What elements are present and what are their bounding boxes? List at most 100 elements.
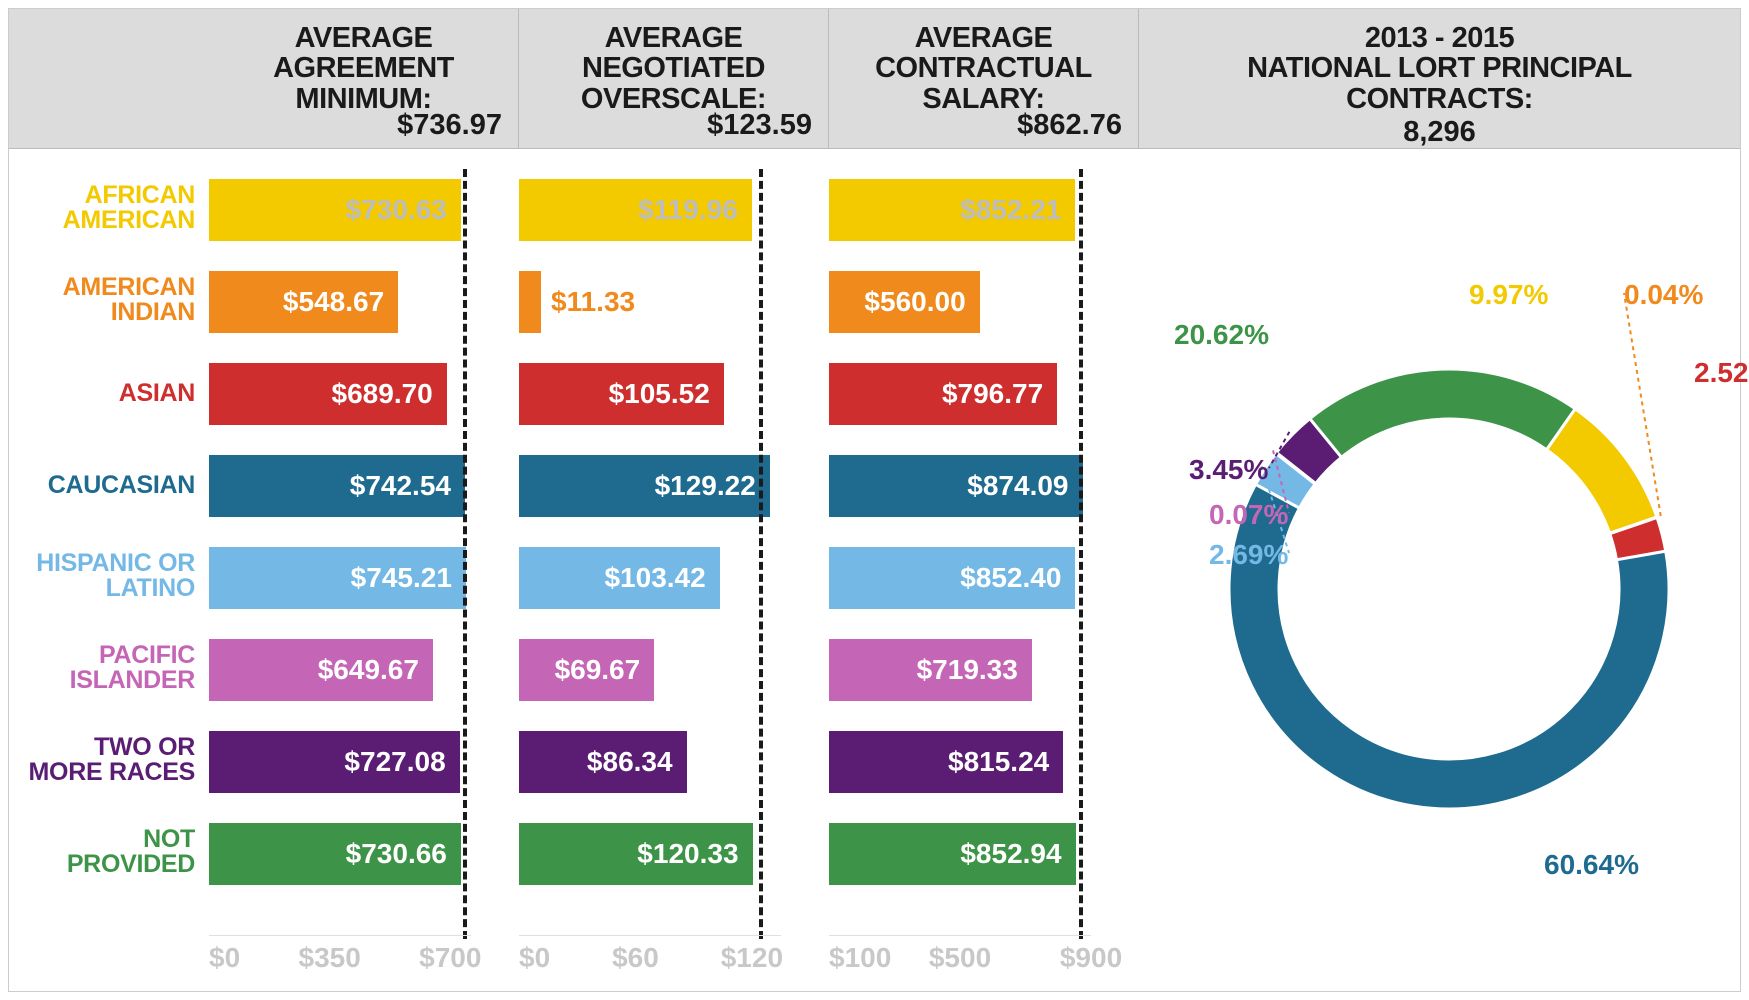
category-label-african_american: AFRICANAMERICAN [15,183,195,233]
bar-contractual_salary-two_or_more: $815.24 [829,731,1063,793]
bar-value-label: $852.40 [960,562,1061,594]
donut-label-asian: 2.52% [1694,357,1749,389]
bar-neg_overscale-caucasian: $129.22 [519,455,770,517]
bar-agreement_min-american_indian: $548.67 [209,271,398,333]
bar-value-label: $874.09 [967,470,1068,502]
bar-contractual_salary-pacific_islander: $719.33 [829,639,1032,701]
bar-value-label: $649.67 [318,654,419,686]
donut-label-pacific_islander: 0.07% [1209,499,1288,531]
header-average-value: $736.97 [397,109,502,142]
bar-value-label: $548.67 [283,286,384,318]
category-label-pacific_islander: PACIFICISLANDER [15,643,195,693]
bar-value-label: $119.96 [638,194,738,226]
axis-neg_overscale: $0 $60 $120 [519,935,781,975]
bar-value-label: $689.70 [332,378,433,410]
bar-value-label: $129.22 [655,470,756,502]
donut-subtitle: 8,296 [1139,116,1740,149]
axis-tick: $350 [299,942,361,974]
axis-tick: $100 [829,942,891,974]
bar-value-label: $69.67 [555,654,641,686]
bar-contractual_salary-african_american: $852.21 [829,179,1075,241]
bar-value-label: $86.34 [587,746,673,778]
donut-label-african_american: 9.97% [1469,279,1548,311]
axis-tick: $900 [1060,942,1122,974]
bar-contractual_salary-hispanic: $852.40 [829,547,1075,609]
donut-title: 2013 - 2015NATIONAL LORT PRINCIPALCONTRA… [1139,23,1740,114]
bar-contractual_salary-caucasian: $874.09 [829,455,1083,517]
donut-slice-not_provided [1310,369,1575,457]
axis-tick: $700 [419,942,481,974]
donut-slice-caucasian [1229,484,1669,809]
bar-neg_overscale-not_provided: $120.33 [519,823,753,885]
bar-value-label: $727.08 [344,746,445,778]
bar-agreement_min-hispanic: $745.21 [209,547,466,609]
axis-tick: $120 [721,942,783,974]
axis-tick: $0 [209,942,240,974]
donut-label-caucasian: 60.64% [1544,849,1639,881]
bar-agreement_min-caucasian: $742.54 [209,455,465,517]
bar-value-label: $11.33 [551,286,635,318]
bar-value-label: $745.21 [351,562,452,594]
header-title: AVERAGENEGOTIATEDOVERSCALE: [519,23,828,114]
category-labels-column: AFRICANAMERICAN AMERICANINDIAN ASIAN CAUCAS… [9,149,209,993]
bar-contractual_salary-asian: $796.77 [829,363,1057,425]
donut-label-hispanic: 2.69% [1209,539,1288,571]
header-title: AVERAGECONTRACTUALSALARY: [829,23,1138,114]
bar-neg_overscale-hispanic: $103.42 [519,547,720,609]
infographic-figure: AVERAGEAGREEMENTMINIMUM:$736.97AVERAGENE… [8,8,1741,992]
header-contractual_salary: AVERAGECONTRACTUALSALARY:$862.76 [829,9,1139,148]
chart-column-neg_overscale: $119.96 $11.33 $105.52 $129.22 $103.42 $69.67… [519,149,829,993]
chart-column-agreement_min: $730.63 $548.67 $689.70 $742.54 $745.21 $649.… [209,149,519,993]
bar-value-label: $730.66 [346,838,447,870]
header-donut: 2013 - 2015NATIONAL LORT PRINCIPALCONTRA… [1139,9,1740,148]
header-row: AVERAGEAGREEMENTMINIMUM:$736.97AVERAGENE… [9,9,1740,149]
bar-contractual_salary-not_provided: $852.94 [829,823,1076,885]
bar-value-label: $105.52 [609,378,710,410]
donut-column: 9.97%0.04%2.52%60.64%2.69%0.07%3.45%20.6… [1139,149,1740,993]
bar-agreement_min-not_provided: $730.66 [209,823,461,885]
axis-contractual_salary: $100$500$900 [829,935,1091,975]
bar-value-label: $560.00 [864,286,965,318]
header-agreement_min: AVERAGEAGREEMENTMINIMUM:$736.97 [209,9,519,148]
header-title: AVERAGEAGREEMENTMINIMUM: [209,23,518,114]
bar-value-label: $730.63 [346,194,447,226]
category-label-not_provided: NOTPROVIDED [15,827,195,877]
category-label-american_indian: AMERICANINDIAN [15,275,195,325]
donut-label-american_indian: 0.04% [1624,279,1703,311]
bar-neg_overscale-asian: $105.52 [519,363,724,425]
bar-value-label: $852.94 [960,838,1061,870]
header-average-value: $862.76 [1017,109,1122,142]
bar-value-label: $719.33 [917,654,1018,686]
bar-neg_overscale-two_or_more: $86.34 [519,731,687,793]
category-label-caucasian: CAUCASIAN [15,473,195,498]
average-line-agreement_min [463,169,467,939]
axis-tick: $60 [612,942,659,974]
category-label-hispanic: HISPANIC ORLATINO [15,551,195,601]
axis-agreement_min: $0$350$700 [209,935,471,975]
donut-label-two_or_more: 3.45% [1189,454,1268,486]
axis-tick: $0 [519,942,550,974]
category-label-asian: ASIAN [15,381,195,406]
category-label-two_or_more: TWO ORMORE RACES [15,735,195,785]
bar-value-label: $120.33 [637,838,738,870]
bar-value-label: $742.54 [350,470,451,502]
header-spacer [9,9,209,148]
bar-value-label: $796.77 [942,378,1043,410]
bar-value-label: $103.42 [604,562,705,594]
average-line-contractual_salary [1079,169,1083,939]
bar-agreement_min-asian: $689.70 [209,363,447,425]
bar-neg_overscale-american_indian: $11.33 [519,271,541,333]
header-neg_overscale: AVERAGENEGOTIATEDOVERSCALE:$123.59 [519,9,829,148]
bar-contractual_salary-american_indian: $560.00 [829,271,980,333]
bar-neg_overscale-pacific_islander: $69.67 [519,639,654,701]
bar-value-label: $852.21 [960,194,1061,226]
axis-tick: $500 [929,942,991,974]
body-area: AFRICANAMERICAN AMERICANINDIAN ASIAN CAUCAS… [9,149,1740,993]
bar-agreement_min-pacific_islander: $649.67 [209,639,433,701]
donut-label-not_provided: 20.62% [1174,319,1269,351]
header-average-value: $123.59 [707,109,812,142]
bar-agreement_min-african_american: $730.63 [209,179,461,241]
bar-value-label: $815.24 [948,746,1049,778]
chart-column-contractual_salary: $852.21 $560.00 $796.77 $874.09 $852.40 $719.… [829,149,1139,993]
average-line-neg_overscale [759,169,763,939]
